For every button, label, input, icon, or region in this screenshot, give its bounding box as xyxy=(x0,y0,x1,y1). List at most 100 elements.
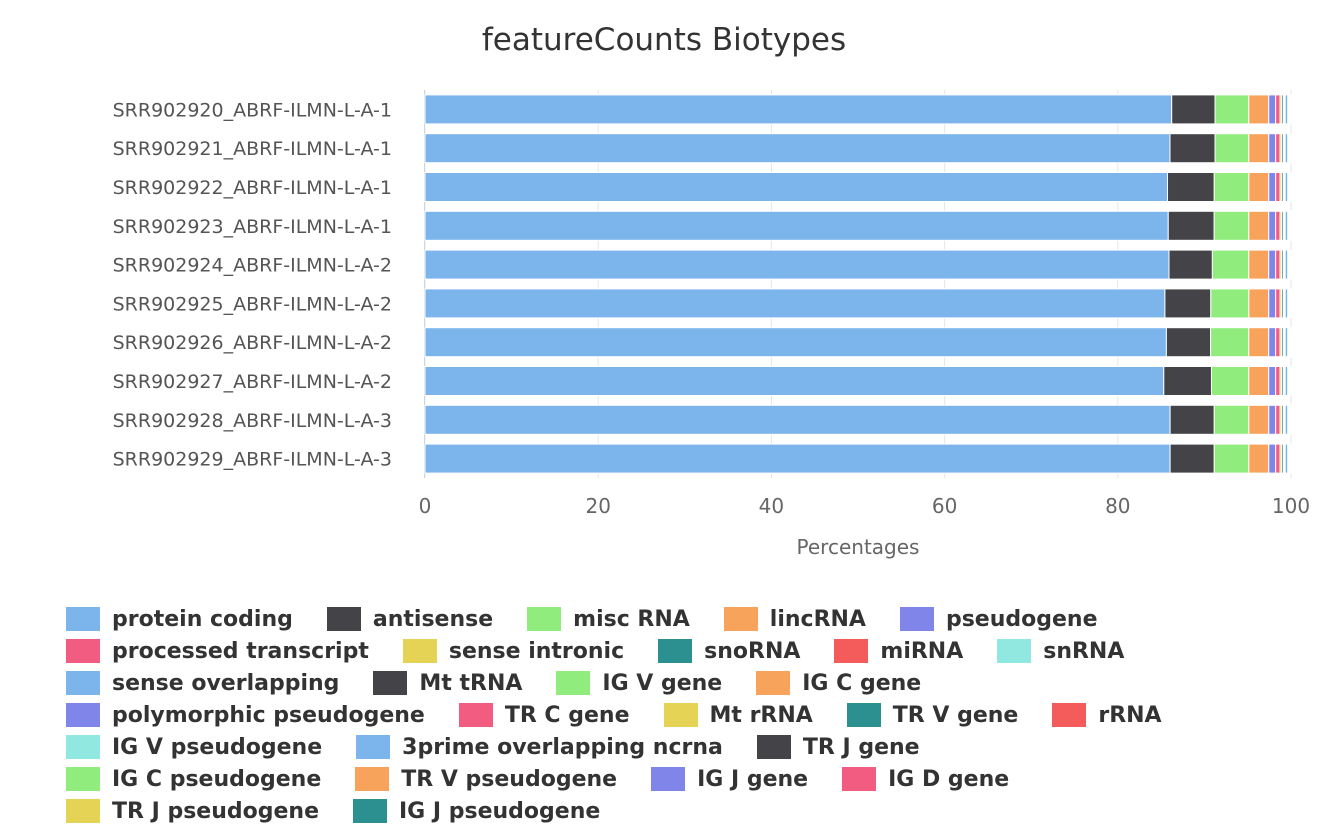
legend-item[interactable]: Mt rRNA xyxy=(663,702,813,728)
legend-item[interactable]: IG J gene xyxy=(651,767,808,792)
bar-segment xyxy=(1248,172,1270,202)
legend-row: IG C pseudogene TR V pseudogene IG J gene I… xyxy=(66,763,1306,795)
bar-segment xyxy=(1248,94,1270,125)
x-tick-label: 0 xyxy=(419,494,432,518)
legend-label: IG J gene xyxy=(697,766,809,792)
bar-segment xyxy=(1211,249,1250,280)
bar-segment xyxy=(1210,366,1250,396)
legend-swatch xyxy=(66,703,100,727)
bar-segment xyxy=(1213,210,1250,241)
legend-label: TR C gene xyxy=(504,702,630,728)
legend-item[interactable]: snRNA xyxy=(997,639,1124,664)
legend-label: IG V pseudogene xyxy=(112,734,323,760)
bar-segment xyxy=(1275,327,1281,358)
legend-item[interactable]: snoRNA xyxy=(658,639,800,664)
legend-item[interactable]: IG J pseudogene xyxy=(353,799,600,824)
bar-segment xyxy=(1210,288,1250,319)
category-label: SRR902927_ABRF-ILMN-L-A-2 xyxy=(113,371,392,393)
bar-segment xyxy=(424,172,1169,202)
legend-label: 3prime overlapping ncrna xyxy=(402,734,723,760)
legend-item[interactable]: sense intronic xyxy=(402,639,624,664)
bar-segment xyxy=(1248,404,1270,435)
bar-segment xyxy=(1275,133,1281,164)
category-label: SRR902922_ABRF-ILMN-L-A-1 xyxy=(113,177,392,199)
bar-segment xyxy=(1169,133,1216,164)
bar-segment xyxy=(1248,366,1270,396)
legend-label: miRNA xyxy=(880,638,964,664)
legend-swatch xyxy=(1052,703,1087,727)
legend-item[interactable]: rRNA xyxy=(1052,702,1162,728)
legend-item[interactable]: pseudogene xyxy=(899,606,1098,632)
legend-item[interactable]: TR V gene xyxy=(846,703,1018,728)
legend-item[interactable]: processed transcript xyxy=(66,639,369,664)
bar-segment xyxy=(1268,327,1277,358)
legend-item[interactable]: 3prime overlapping ncrna xyxy=(356,735,723,760)
category-label: SRR902920_ABRF-ILMN-L-A-1 xyxy=(113,99,392,121)
bar-segment xyxy=(1169,443,1215,474)
bar-segment xyxy=(1268,172,1277,202)
legend-swatch xyxy=(66,767,100,791)
x-tick-label: 60 xyxy=(932,494,957,518)
legend-item[interactable]: IG C pseudogene xyxy=(66,767,321,792)
legend-item[interactable]: polymorphic pseudogene xyxy=(66,703,425,728)
legend-item[interactable]: IG V pseudogene xyxy=(66,735,322,760)
legend-label: IG C gene xyxy=(802,670,922,696)
legend-item[interactable]: IG V gene xyxy=(556,671,722,696)
legend-item[interactable]: TR J pseudogene xyxy=(66,799,319,824)
legend-item[interactable]: antisense xyxy=(326,607,493,632)
category-label: SRR902921_ABRF-ILMN-L-A-1 xyxy=(113,138,392,160)
legend-label: Mt rRNA xyxy=(709,702,813,728)
legend-label: pseudogene xyxy=(945,606,1098,632)
category-label: SRR902928_ABRF-ILMN-L-A-3 xyxy=(113,410,392,432)
bar-segment xyxy=(1275,172,1281,202)
bar-segment xyxy=(1168,249,1213,280)
legend-row: IG V pseudogene 3prime overlapping ncrna T… xyxy=(66,731,1306,763)
category-label: SRR902929_ABRF-ILMN-L-A-3 xyxy=(113,449,392,471)
bar-segment xyxy=(1268,404,1277,435)
legend-item[interactable]: miRNA xyxy=(834,639,963,664)
legend-item[interactable]: lincRNA xyxy=(723,607,866,632)
bar-segment xyxy=(1275,94,1281,125)
bar-segment xyxy=(1268,443,1277,474)
bar-segment xyxy=(1248,210,1270,241)
legend-label: TR J gene xyxy=(802,734,920,760)
x-tick-label: 80 xyxy=(1105,494,1130,518)
legend-item[interactable]: sense overlapping xyxy=(66,671,339,696)
legend-item[interactable]: Mt tRNA xyxy=(373,671,522,696)
legend-label: snRNA xyxy=(1043,638,1125,664)
legend-item[interactable]: TR J gene xyxy=(756,734,920,760)
bar-segment xyxy=(1275,288,1281,319)
legend-label: IG V gene xyxy=(602,670,723,696)
legend-swatch xyxy=(326,607,361,631)
legend-swatch xyxy=(66,607,100,631)
category-label: SRR902926_ABRF-ILMN-L-A-2 xyxy=(113,332,392,354)
legend-swatch xyxy=(356,735,391,759)
x-tick-label: 40 xyxy=(759,494,784,518)
bar-segment xyxy=(424,210,1169,241)
legend-label: polymorphic pseudogene xyxy=(112,702,425,728)
legend-item[interactable]: protein coding xyxy=(66,607,293,632)
legend-item[interactable]: TR V pseudogene xyxy=(355,767,617,792)
legend-swatch xyxy=(651,767,686,791)
legend-label: IG J pseudogene xyxy=(399,798,601,824)
bar-segment xyxy=(1275,366,1281,396)
bar-segment xyxy=(1213,404,1250,435)
legend-swatch xyxy=(846,703,881,727)
legend-item[interactable]: IG D gene xyxy=(842,767,1009,792)
bar-segment xyxy=(1171,94,1216,125)
legend-swatch xyxy=(66,639,100,663)
legend-swatch xyxy=(458,703,493,727)
legend-swatch xyxy=(899,607,934,631)
bar-segment xyxy=(1248,249,1270,280)
bar-segment xyxy=(424,133,1171,164)
legend-item[interactable]: TR C gene xyxy=(458,702,630,728)
legend-swatch xyxy=(66,671,100,695)
legend-swatch xyxy=(373,671,408,695)
legend-item[interactable]: misc RNA xyxy=(527,607,690,632)
legend-label: processed transcript xyxy=(112,638,369,664)
legend-label: rRNA xyxy=(1098,702,1162,728)
legend-swatch xyxy=(842,767,877,791)
bar-segment xyxy=(1248,327,1270,358)
legend-item[interactable]: IG C gene xyxy=(756,671,921,696)
